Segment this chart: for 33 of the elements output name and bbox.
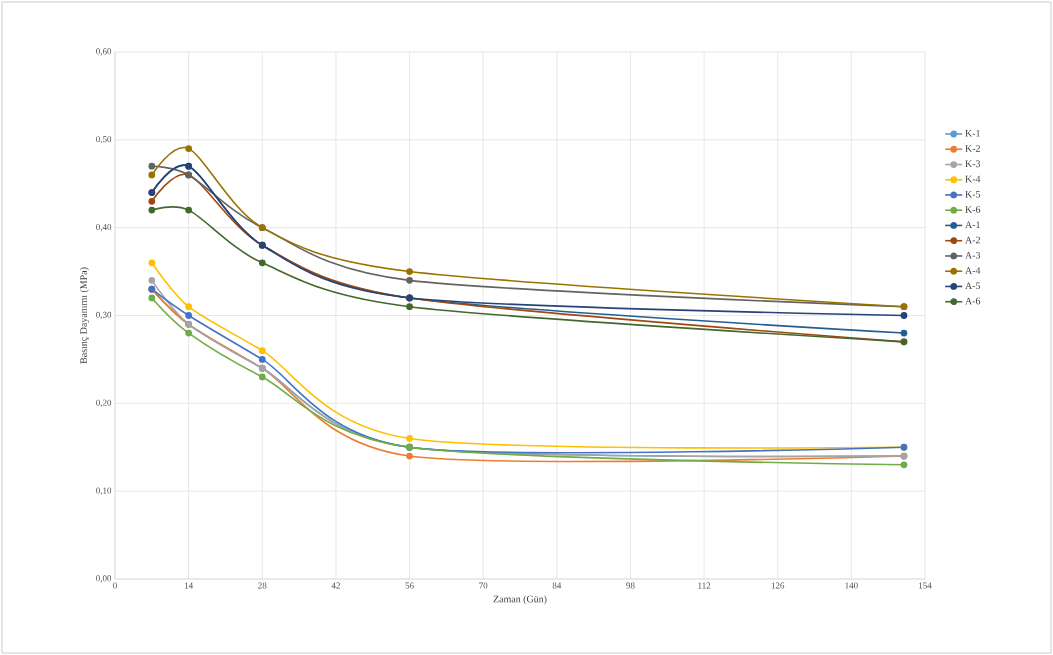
legend-label: K-4 (965, 175, 981, 183)
legend-label: K-1 (965, 129, 980, 137)
legend-label: K-2 (965, 145, 980, 152)
legend-label: K-3 (965, 160, 981, 168)
x-tick-label: 154 (919, 582, 932, 589)
y-tick-label: 0,00 (96, 575, 112, 583)
y-tick-label: 0,10 (96, 487, 112, 495)
x-tick-label: 70 (479, 582, 488, 589)
y-tick-label: 0,60 (96, 48, 112, 56)
x-tick-label: 84 (552, 582, 562, 589)
legend-label: K-6 (965, 206, 981, 213)
x-tick-label: 0 (113, 582, 117, 589)
legend-label: A-2 (965, 236, 980, 244)
y-tick-label: 0,30 (96, 311, 112, 320)
x-tick-label: 14 (184, 582, 193, 589)
y-tick-label: 0,40 (96, 223, 112, 232)
x-tick-label: 126 (771, 582, 785, 589)
x-tick-label: 28 (258, 582, 267, 589)
x-tick-label: 42 (331, 582, 340, 589)
legend-label: A-6 (965, 297, 981, 305)
legend-label: K-5 (965, 190, 981, 198)
y-tick-label: 0,50 (96, 136, 112, 144)
x-axis-title: Zaman (Gün) (493, 595, 547, 605)
x-tick-label: 140 (845, 582, 858, 589)
legend-label: A-5 (965, 282, 981, 290)
y-tick-label: 0,20 (96, 399, 112, 407)
x-tick-label: 56 (405, 582, 414, 589)
y-axis-title: Basınç Dayanımı (MPa) (79, 267, 89, 364)
legend-label: A-4 (965, 267, 981, 274)
legend-label: A-1 (965, 221, 980, 228)
x-tick-label: 112 (698, 582, 711, 589)
x-tick-label: 98 (626, 582, 635, 589)
legend-label: A-3 (965, 251, 981, 259)
